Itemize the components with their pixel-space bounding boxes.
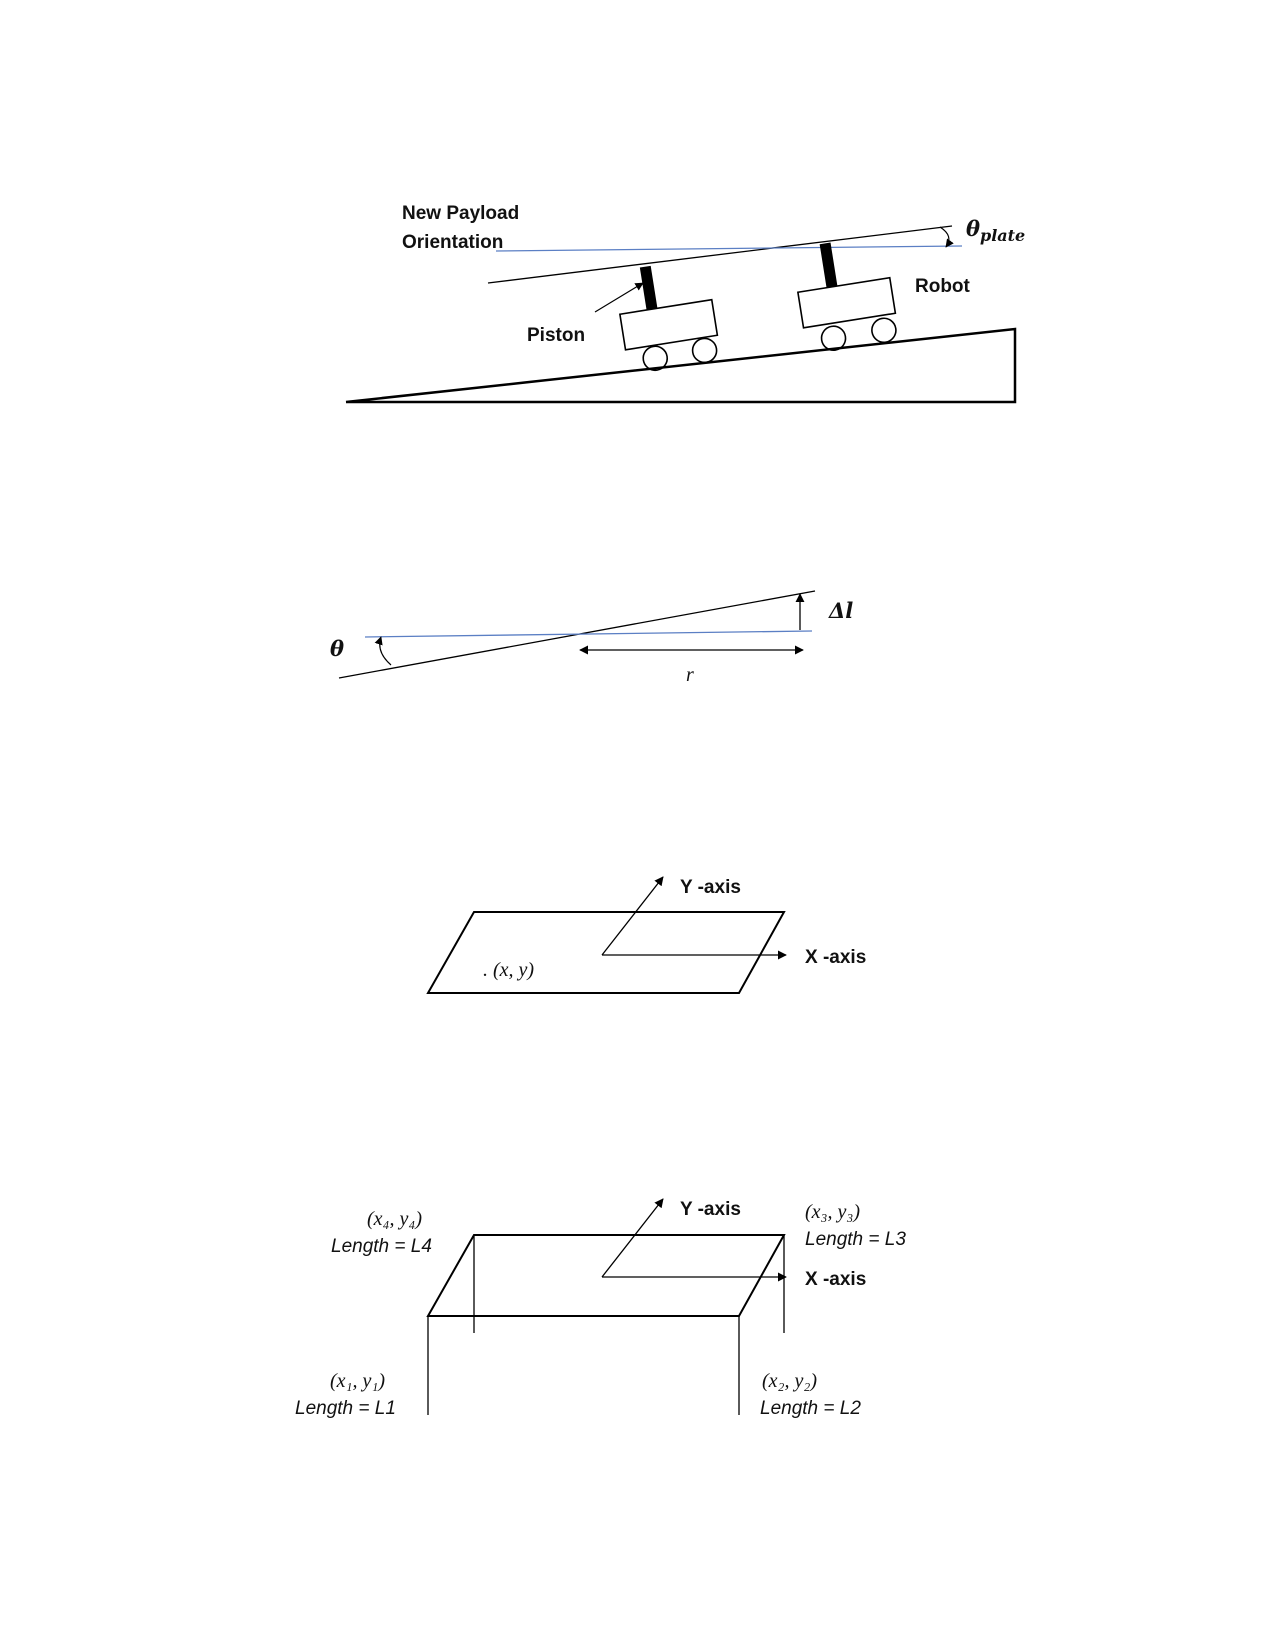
corner1-coord: (x₁, y₁): [330, 1370, 385, 1392]
figure-angle-geometry: θ Δl r: [330, 590, 853, 686]
corner1-length: Length = L1: [295, 1398, 396, 1419]
corner4-coord: (x₄, y₄): [367, 1208, 422, 1230]
theta-arc: [374, 636, 392, 666]
theta-plate-arc: [939, 226, 954, 248]
left-robot-wheel: [691, 337, 718, 364]
right-robot-body: [796, 276, 897, 329]
r-label: r: [686, 664, 694, 686]
corner4-length: Length = L4: [331, 1236, 432, 1257]
y-axis-arrow: [601, 876, 664, 956]
payload-label-line2: Orientation: [402, 232, 503, 253]
plate-parallelogram: [426, 1234, 786, 1317]
corner3-length: Length = L3: [805, 1229, 906, 1250]
corner2-length: Length = L2: [760, 1398, 861, 1419]
left-robot-piston: [639, 265, 658, 311]
plate-parallelogram: [426, 911, 786, 994]
delta-l-label: Δl: [828, 598, 853, 623]
theta-plate-subscript: plate: [980, 226, 1025, 245]
y-axis-arrow: [601, 1198, 664, 1278]
figure-robots-on-ramp: New Payload Orientation θplate Robot Pis…: [345, 203, 1025, 404]
point-label: . (x, y): [483, 959, 534, 981]
right-robot-wheel: [871, 317, 897, 344]
right-robot-wheel: [820, 325, 847, 352]
theta-plate-symbol: θ: [966, 216, 980, 241]
corner2-coord: (x₂, y₂): [762, 1370, 817, 1392]
reference-line: [364, 630, 813, 638]
corner3-coord: (x₃, y₃): [805, 1201, 860, 1223]
theta-label: θ: [330, 636, 344, 661]
right-robot: [796, 242, 897, 352]
robot-label: Robot: [915, 276, 971, 297]
theta-plate-label: θplate: [966, 216, 1025, 245]
horizontal-reference-line: [495, 245, 963, 252]
payload-orientation-line: [487, 225, 953, 284]
x-axis-label: X -axis: [805, 1269, 866, 1290]
y-axis-label: Y -axis: [680, 877, 741, 898]
left-robot-wheel: [642, 345, 669, 372]
figure-plate-point: Y -axis X -axis . (x, y): [426, 876, 866, 994]
left-robot: [618, 265, 719, 372]
piston-pointer-arrow: [594, 282, 644, 313]
piston-label: Piston: [527, 325, 585, 346]
payload-label-line1: New Payload: [402, 203, 519, 224]
right-robot-piston: [819, 242, 838, 288]
figure-plate-legs: Y -axis X -axis (x₄, y₄) Length = L4 (x₃…: [295, 1198, 906, 1419]
left-robot-body: [618, 298, 719, 351]
ramp: [345, 327, 1017, 404]
y-axis-label: Y -axis: [680, 1199, 741, 1220]
x-axis-label: X -axis: [805, 947, 866, 968]
